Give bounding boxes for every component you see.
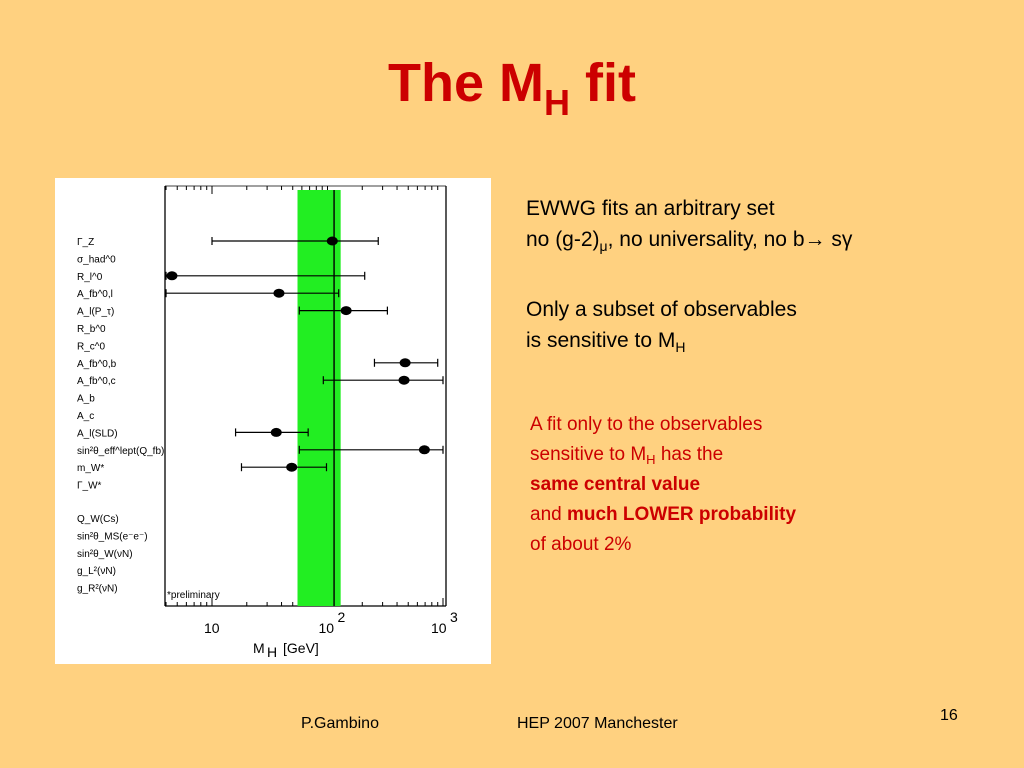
block1-line2: no (g-2)μ, no universality, no b→ sγ: [526, 224, 852, 255]
text-block-1: EWWG fits an arbitrary set no (g-2)μ, no…: [526, 193, 852, 255]
title-main: The M: [388, 53, 544, 113]
red-line3: same central value: [530, 470, 796, 500]
row-label: R_b^0: [77, 324, 106, 335]
row-label: sin²θ_MS(e⁻e⁻): [77, 531, 148, 542]
block1-line2-b: , no universality, no b: [607, 228, 805, 251]
data-point: [418, 445, 430, 455]
preliminary-note: *preliminary: [167, 590, 220, 601]
row-label: Q_W(Cs): [77, 514, 119, 525]
title-tail: fit: [570, 53, 636, 113]
row-label: g_L²(νN): [77, 566, 116, 577]
tick-label-10: 10: [204, 620, 220, 636]
red-line4: and much LOWER probability: [530, 500, 796, 530]
red-line5: of about 2%: [530, 534, 632, 555]
row-label: R_c^0: [77, 341, 105, 352]
block2-line2-a: is sensitive to M: [526, 329, 676, 352]
row-label: A_c: [77, 411, 94, 422]
row-label: m_W*: [77, 463, 104, 474]
footer-author: P.Gambino: [301, 715, 379, 732]
red-line2-sub: H: [646, 452, 656, 467]
row-label: A_fb^0,l: [77, 289, 113, 300]
x-axis-label-unit: [GeV]: [283, 640, 319, 656]
block1-line2-sub: μ: [599, 238, 608, 254]
same-central-value: same central value: [530, 474, 701, 495]
data-point: [273, 288, 285, 298]
x-axis-label-sub: H: [267, 644, 277, 660]
mh-fit-plot: Γ_Z σ_had^0 R_l^0 A_fb^0,l A_l(P_τ) R_b^0 R_c^…: [55, 178, 491, 664]
data-point: [326, 236, 338, 246]
tick-label-1000-exp: 3: [450, 609, 458, 625]
red-line2: sensitive to MH has the: [530, 440, 796, 470]
row-label: sin²θ_W(νN): [77, 549, 133, 560]
plot-marks: [165, 236, 444, 472]
row-label: σ_had^0: [77, 254, 116, 265]
red-line4-a: and: [530, 504, 567, 525]
plot-svg: Γ_Z σ_had^0 R_l^0 A_fb^0,l A_l(P_τ) R_b^0 R_c^…: [77, 185, 458, 660]
row-label: A_fb^0,c: [77, 376, 116, 387]
data-point: [270, 427, 282, 437]
title-sub: H: [544, 82, 570, 123]
row-labels: Γ_Z σ_had^0 R_l^0 A_fb^0,l A_l(P_τ) R_b^0 R_c^…: [77, 237, 220, 601]
data-point: [399, 358, 411, 368]
footer-page-number: 16: [940, 707, 958, 724]
tick-label-100-exp: 2: [338, 609, 346, 625]
footer-event: HEP 2007 Manchester: [517, 715, 678, 732]
slide-title: The MH fit: [0, 52, 1024, 121]
block1-line1: EWWG fits an arbitrary set: [526, 197, 775, 220]
tick-label-1000: 10: [431, 620, 447, 636]
row-label: sin²θ_eff^lept(Q_fb): [77, 446, 164, 457]
tick-label-100: 10: [319, 620, 335, 636]
row-label: A_l(SLD): [77, 428, 118, 439]
data-point: [286, 462, 298, 472]
red-line1: A fit only to the observables: [530, 414, 763, 435]
block2-line2-sub: H: [675, 339, 686, 355]
much-lower-probability: much LOWER probability: [566, 504, 797, 525]
text-block-2: Only a subset of observables is sensitiv…: [526, 294, 797, 356]
row-label: A_l(P_τ): [77, 307, 114, 318]
row-label: A_b: [77, 394, 95, 405]
red-line2-b: has the: [655, 444, 724, 465]
row-label: A_fb^0,b: [77, 359, 117, 370]
block2-line2: is sensitive to MH: [526, 325, 797, 356]
row-label: Γ_W*: [77, 481, 102, 492]
x-axis-label-m: M: [253, 640, 265, 656]
red-line2-a: sensitive to M: [530, 444, 647, 465]
data-point: [340, 306, 352, 316]
row-label: R_l^0: [77, 272, 103, 283]
block2-line1: Only a subset of observables: [526, 298, 797, 321]
arrow-icon: →: [804, 228, 826, 251]
data-point: [166, 271, 178, 281]
row-label: g_R²(νN): [77, 584, 118, 595]
data-point: [398, 375, 410, 385]
block1-line2-a: no (g-2): [526, 228, 600, 251]
block1-line2-c: sγ: [825, 228, 853, 251]
green-band: [297, 190, 341, 606]
red-text-block: A fit only to the observables sensitive …: [530, 410, 796, 560]
row-label: Γ_Z: [77, 237, 94, 248]
